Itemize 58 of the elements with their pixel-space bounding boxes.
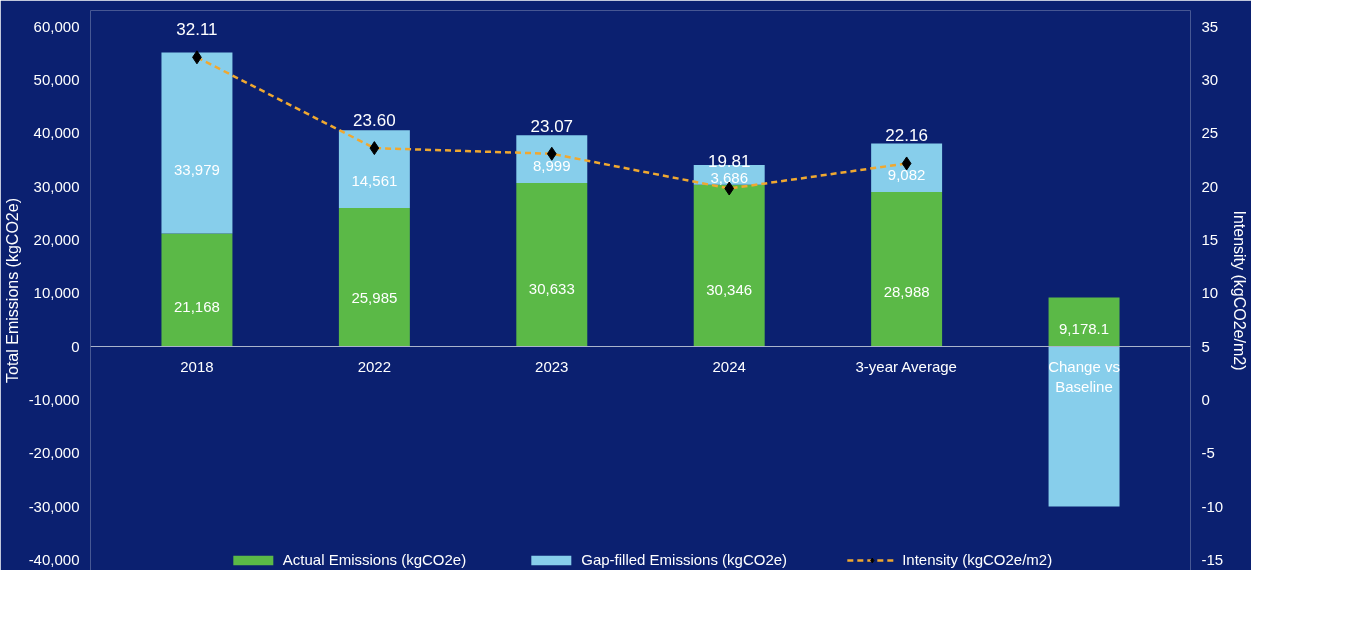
y2-tick-label: 20: [1201, 177, 1219, 195]
y2-tick-label: 25: [1201, 124, 1219, 142]
bar: [338, 130, 410, 208]
y-tick-label: 10,000: [33, 284, 80, 302]
data-label: 21,168: [174, 297, 220, 315]
y-tick-label: -10,000: [28, 390, 80, 408]
data-label: 28,988: [883, 283, 930, 301]
data-label: 9,178.1: [1059, 320, 1110, 338]
bar: [1048, 297, 1120, 347]
bar: [338, 207, 410, 347]
y2-tick-label: -10: [1201, 497, 1224, 515]
y-tick-label: 50,000: [33, 70, 80, 88]
data-label: 14,561: [351, 171, 398, 189]
y-axis-title: Total Emissions (kgCO2e): [3, 198, 21, 383]
data-label: 23.07: [530, 116, 574, 136]
legend-label: Intensity (kgCO2e/m2): [902, 551, 1053, 568]
y2-tick-label: 0: [1201, 390, 1210, 408]
legend-label: Actual Emissions (kgCO2e): [282, 551, 467, 568]
y2-tick-label: 35: [1201, 17, 1219, 35]
y-tick-label: 60,000: [33, 17, 80, 35]
data-label: 30,633: [528, 280, 575, 298]
bar: [1048, 346, 1120, 507]
bar: [161, 233, 233, 347]
y2-tick-label: 30: [1201, 70, 1219, 88]
legend-label: Gap-filled Emissions (kgCO2e): [581, 551, 788, 568]
data-label: 3,686: [710, 168, 748, 186]
data-label: 25,985: [351, 288, 398, 306]
y-tick-label: -30,000: [28, 497, 80, 515]
x-tick-label: 2024: [712, 357, 746, 375]
y-tick-label: 0: [71, 337, 80, 355]
x-tick-label: 3-year Average: [855, 357, 957, 375]
y-tick-label: -20,000: [28, 444, 80, 462]
x-tick-label: 2023: [535, 357, 569, 375]
y2-tick-label: -15: [1201, 550, 1224, 568]
data-label: 23.60: [353, 111, 396, 131]
y2-tick-label: 5: [1201, 337, 1210, 355]
y2-tick-label: -5: [1201, 444, 1215, 462]
y2-axis-title: Intensity (kgCO2e/m2): [1231, 210, 1249, 371]
data-label: 22.16: [885, 126, 928, 146]
data-label: 9,082: [887, 165, 926, 183]
x-tick-label: 2022: [357, 357, 392, 375]
y-tick-label: 30,000: [33, 177, 80, 195]
y-tick-label: 20,000: [33, 230, 80, 248]
y-tick-label: 40,000: [33, 124, 80, 142]
data-label: 33,979: [174, 161, 220, 179]
data-label: 30,346: [706, 280, 753, 298]
data-label: 32.11: [176, 20, 218, 40]
bar: [516, 183, 588, 347]
x-tick-label: 2018: [180, 357, 214, 375]
bar: [161, 52, 233, 234]
y-tick-label: -40,000: [28, 550, 80, 568]
y2-tick-label: 15: [1201, 230, 1219, 248]
data-label: 8,999: [533, 157, 571, 175]
bar: [871, 143, 943, 192]
bar: [693, 184, 765, 347]
y2-tick-label: 10: [1201, 284, 1219, 302]
bar: [516, 135, 588, 184]
bar: [871, 191, 943, 347]
